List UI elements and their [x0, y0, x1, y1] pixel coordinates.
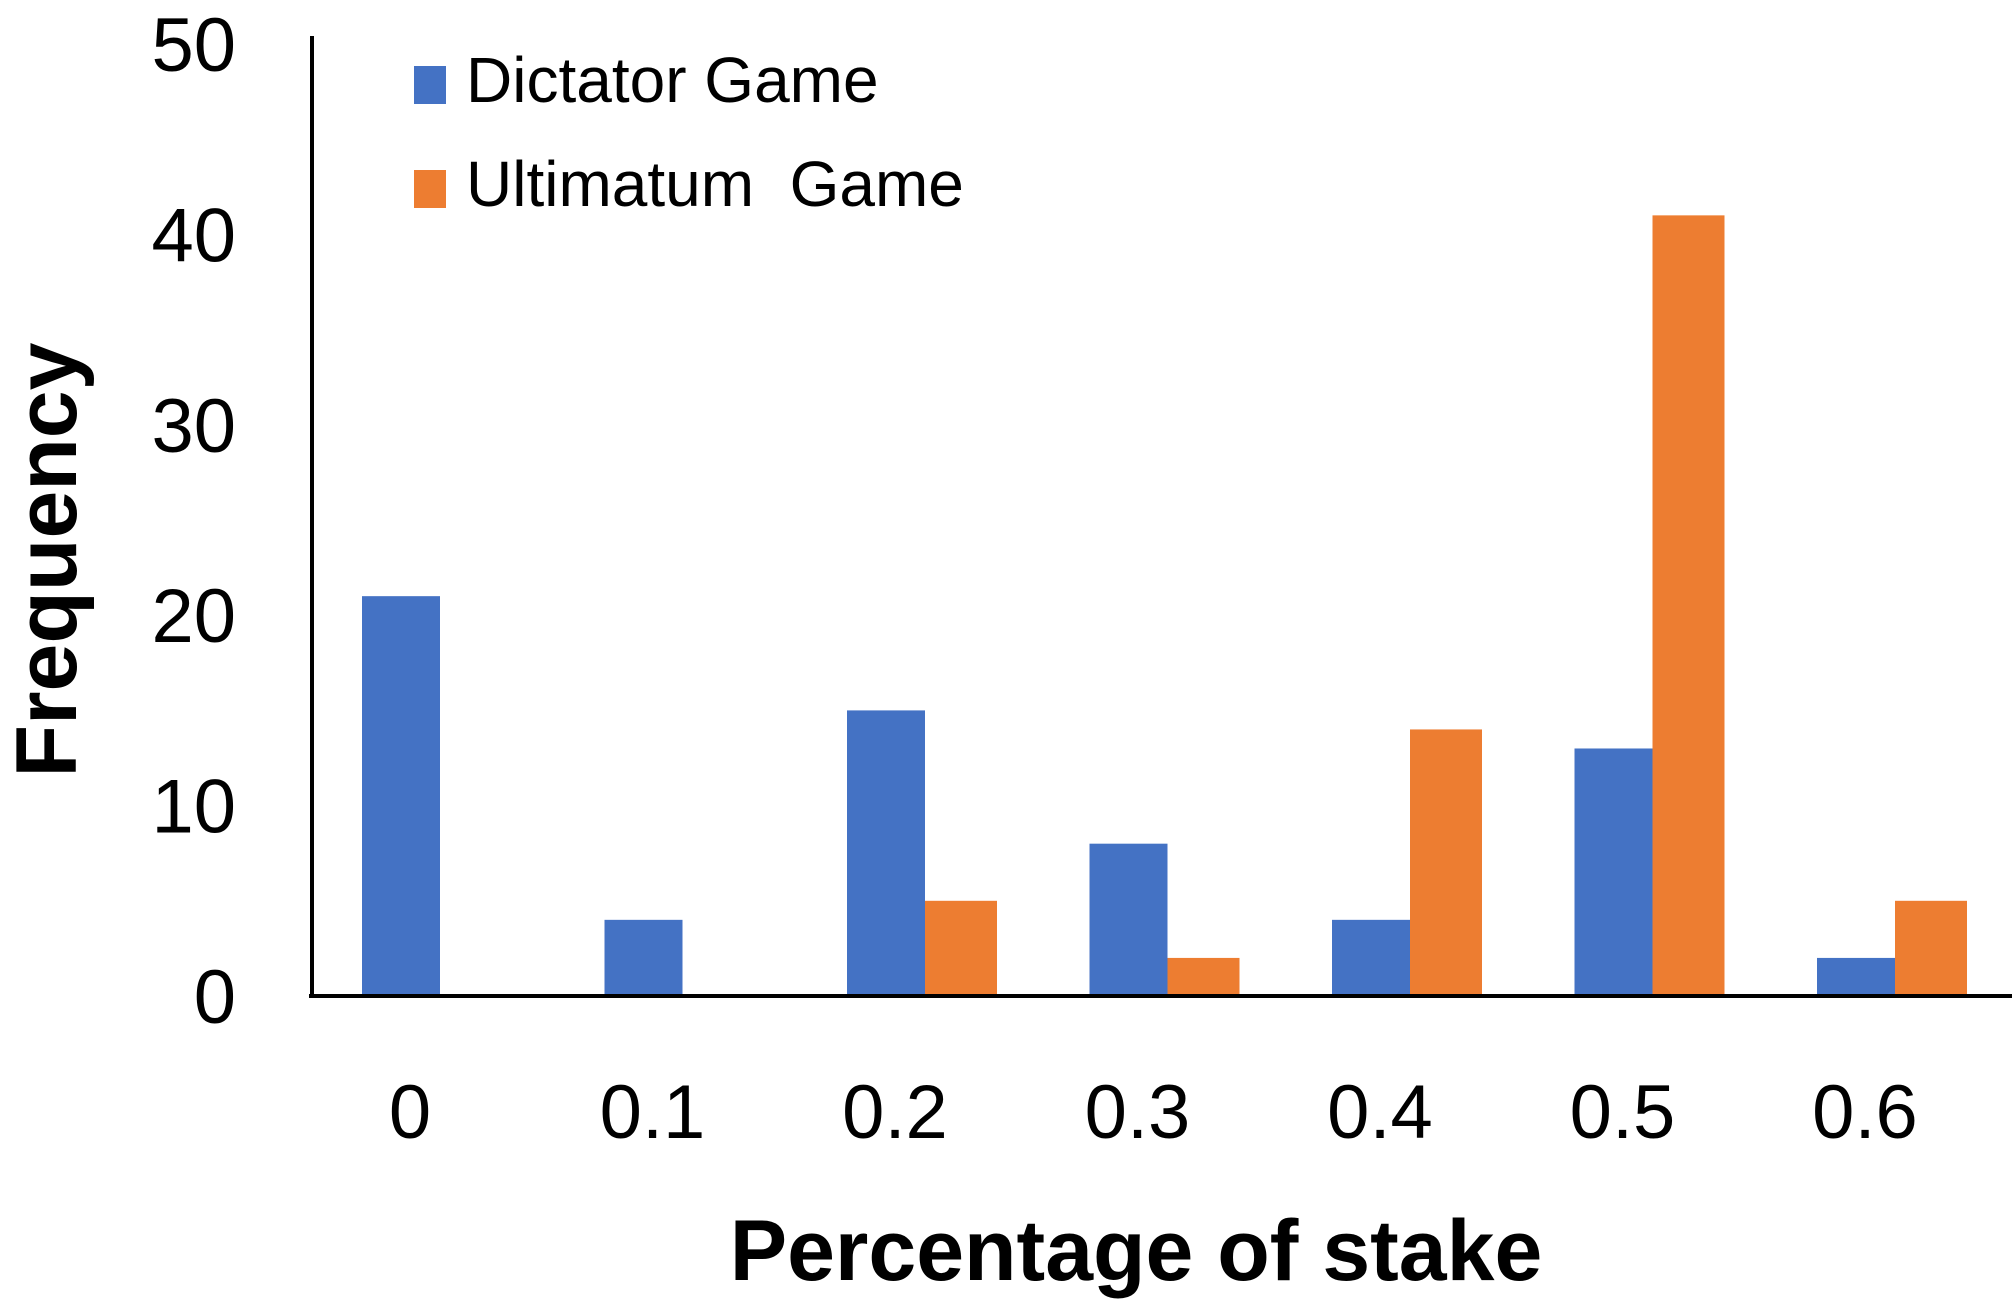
- y-tick-label: 20: [151, 574, 236, 659]
- x-axis-ticks: 0 0.1 0.2 0.3 0.4 0.5 0.6: [389, 1070, 1918, 1155]
- y-tick-label: 0: [194, 955, 236, 1040]
- bar-dictator: [1089, 843, 1168, 996]
- y-axis-title: Frequency: [0, 342, 95, 777]
- bar-dictator: [1817, 957, 1895, 996]
- bar-dictator: [1574, 748, 1653, 996]
- x-axis-title: Percentage of stake: [730, 1203, 1543, 1299]
- x-tick-label: 0.4: [1327, 1070, 1433, 1155]
- legend: Dictator Game Ultimatum Game: [414, 44, 964, 220]
- bar-ultimatum: [1410, 729, 1482, 996]
- bar-dictator: [362, 596, 440, 996]
- bar-dictator: [604, 919, 683, 996]
- bar-ultimatum: [1652, 215, 1725, 997]
- x-tick-label: 0.6: [1812, 1070, 1918, 1155]
- y-tick-label: 10: [151, 765, 236, 850]
- x-tick-label: 0.3: [1085, 1070, 1191, 1155]
- y-tick-label: 30: [151, 384, 236, 469]
- x-tick-label: 0.1: [600, 1070, 706, 1155]
- bar-ultimatum: [1895, 900, 1967, 996]
- x-tick-label: 0: [389, 1070, 431, 1155]
- bar-dictator: [847, 710, 925, 996]
- bar-dictator: [1332, 919, 1410, 996]
- bars: [362, 215, 1967, 997]
- y-tick-label: 40: [151, 193, 236, 278]
- x-tick-label: 0.5: [1570, 1070, 1676, 1155]
- y-tick-label: 50: [151, 3, 236, 88]
- legend-label: Ultimatum Game: [466, 148, 964, 220]
- legend-label: Dictator Game: [466, 44, 879, 116]
- y-axis-ticks: 0 10 20 30 40 50: [151, 3, 236, 1040]
- bar-ultimatum: [925, 900, 997, 996]
- legend-swatch: [414, 170, 446, 208]
- legend-swatch: [414, 66, 446, 104]
- x-tick-label: 0.2: [842, 1070, 948, 1155]
- bar-ultimatum: [1167, 957, 1240, 996]
